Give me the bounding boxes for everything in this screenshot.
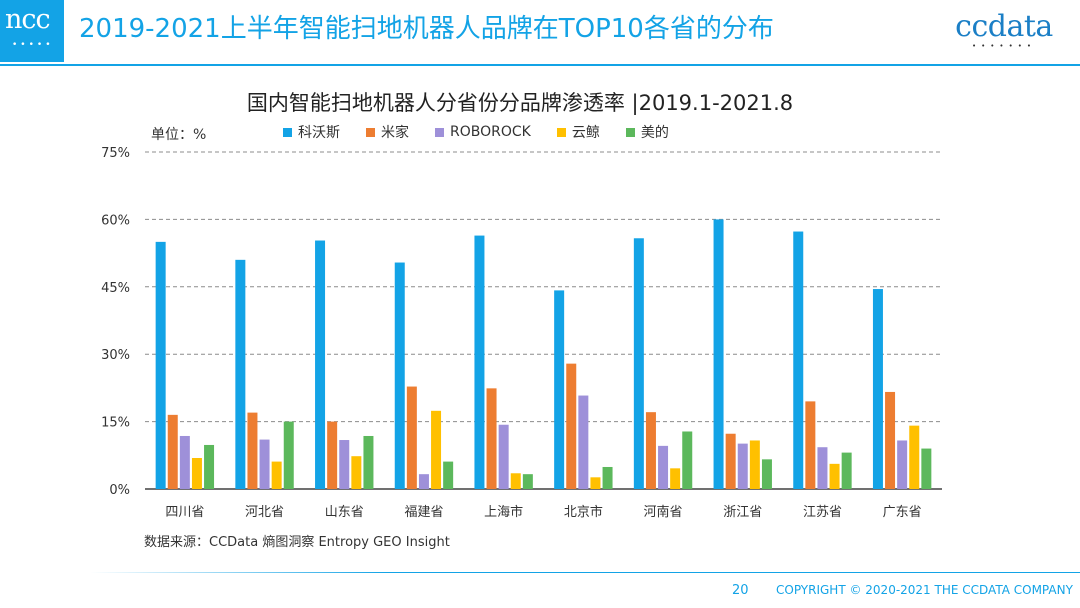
y-tick-label: 75% — [101, 146, 130, 161]
bar — [191, 457, 202, 489]
legend-swatch — [556, 127, 566, 137]
bar — [247, 412, 258, 489]
footer-divider — [90, 572, 1080, 573]
bar — [590, 477, 601, 489]
ncc-logo: ncc ••••• — [0, 0, 64, 62]
bar — [829, 463, 840, 489]
bar — [554, 290, 565, 489]
bar — [682, 431, 693, 489]
bar — [872, 289, 883, 489]
y-tick-label: 30% — [101, 348, 130, 363]
y-tick-label: 45% — [101, 281, 130, 296]
bar — [351, 456, 362, 489]
bar — [522, 474, 533, 489]
bar — [418, 474, 429, 489]
legend-label: ROBOROCK — [450, 124, 531, 140]
bar — [841, 452, 852, 489]
bar — [602, 466, 613, 489]
bar — [897, 440, 908, 489]
header-divider — [0, 64, 1080, 66]
bar — [235, 259, 246, 489]
chart-title: 国内智能扫地机器人分省份分品牌渗透率 |2019.1-2021.8 — [246, 91, 794, 115]
bar — [578, 395, 589, 489]
unit-label: 单位：% — [151, 127, 207, 143]
bar — [283, 421, 294, 489]
source-note: 数据来源：CCData 熵图洞察 Entropy GEO Insight — [144, 535, 450, 550]
x-tick-label: 广东省 — [883, 505, 922, 520]
x-tick-label: 山东省 — [325, 505, 364, 520]
bar — [498, 424, 509, 489]
bar — [431, 410, 442, 489]
bar — [670, 468, 681, 489]
x-tick-label: 北京市 — [564, 504, 603, 520]
bar — [363, 435, 374, 489]
bar — [486, 388, 497, 489]
ccdata-logo-dots: ••••••• — [972, 42, 1036, 50]
chart-legend: 科沃斯 米家 ROBOROCK 云鲸 美的 — [283, 122, 695, 142]
bar — [510, 473, 521, 489]
bar — [167, 414, 178, 489]
bar — [805, 401, 816, 489]
bar — [921, 448, 932, 489]
y-tick-label: 60% — [101, 213, 130, 228]
bar — [204, 444, 215, 489]
legend-label: 美的 — [640, 125, 669, 141]
bar — [406, 386, 417, 489]
bar — [155, 241, 166, 489]
y-tick-label: 0% — [109, 483, 130, 498]
bar — [713, 219, 724, 489]
bar — [179, 435, 190, 489]
legend-swatch — [283, 127, 292, 137]
bar — [394, 262, 405, 489]
bar — [749, 440, 760, 489]
bar — [737, 443, 748, 489]
legend-swatch — [435, 127, 444, 137]
legend-item: 科沃斯 — [283, 122, 340, 142]
bar — [885, 391, 896, 489]
bar — [443, 461, 454, 489]
bar — [909, 425, 920, 489]
legend-swatch — [625, 127, 635, 137]
legend-label: 云鲸 — [571, 125, 600, 141]
legend-swatch — [366, 127, 375, 137]
legend-item: 美的 — [625, 122, 669, 142]
bar — [725, 433, 736, 489]
bar — [566, 363, 577, 489]
y-tick-label: 15% — [101, 416, 130, 431]
bar — [761, 459, 772, 489]
x-tick-label: 福建省 — [404, 505, 443, 520]
ccdata-logo-text: ccdata — [955, 9, 1053, 44]
x-tick-label: 河南省 — [644, 504, 683, 520]
ccdata-logo: ccdata ••••••• — [954, 10, 1054, 54]
bar — [645, 412, 656, 489]
page-number: 20 — [732, 583, 749, 598]
bar — [793, 231, 804, 490]
bar — [633, 238, 644, 489]
x-tick-label: 江苏省 — [803, 504, 842, 520]
x-tick-label: 上海市 — [484, 504, 523, 520]
bar — [271, 461, 282, 489]
bar — [327, 421, 338, 489]
bar — [259, 439, 270, 489]
bar — [339, 440, 350, 489]
ncc-logo-text: ncc — [5, 4, 51, 35]
x-tick-label: 四川省 — [165, 505, 204, 520]
x-tick-label: 河北省 — [245, 505, 284, 520]
legend-label: 科沃斯 — [298, 125, 340, 141]
bar — [658, 445, 669, 489]
page-title: 2019-2021上半年智能扫地机器人品牌在TOP10各省的分布 — [79, 14, 774, 44]
copyright-text: COPYRIGHT © 2020-2021 THE CCDATA COMPANY — [776, 583, 1073, 597]
ncc-logo-dots: ••••• — [12, 40, 54, 50]
x-tick-label: 浙江省 — [723, 505, 762, 520]
bar — [315, 240, 326, 489]
bar — [817, 447, 828, 489]
bar — [474, 235, 485, 489]
legend-item: ROBOROCK — [435, 122, 531, 142]
legend-item: 米家 — [366, 122, 409, 142]
legend-label: 米家 — [381, 125, 409, 141]
legend-item: 云鲸 — [556, 122, 600, 142]
